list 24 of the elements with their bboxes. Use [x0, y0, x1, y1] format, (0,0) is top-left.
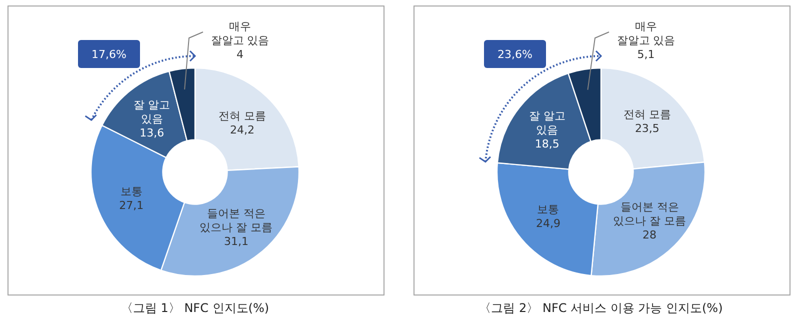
data-label: 13,6	[140, 126, 164, 140]
slice-label: 전혀 모름	[623, 108, 671, 122]
slice-label: 들어본 적은 있으나 잘 모름	[613, 200, 686, 228]
data-label: 24,9	[536, 216, 560, 230]
data-label: 28	[642, 228, 657, 242]
slice-label: 잘 알고 있음	[528, 109, 566, 136]
text: 〈그림 1〉 NFC 인지도(%)	[120, 301, 270, 315]
data-label: 31,1	[224, 234, 248, 248]
slice-label: 잘 알고 있음	[134, 98, 170, 126]
slice-label: 매우 잘알고 있음	[210, 20, 270, 47]
data-label: 27,1	[119, 198, 144, 212]
data-label: 24,2	[230, 123, 255, 136]
slice-label: 매우 잘알고 있음	[616, 20, 676, 47]
slice-label: 보통	[120, 184, 142, 198]
slice-label: 보통	[537, 202, 560, 216]
slice-label: 전혀 모름	[218, 109, 266, 122]
text: 17,6%	[92, 48, 126, 61]
text: 〈그림 2〉 NFC 서비스 이용 가능 인지도(%)	[479, 301, 723, 315]
data-label: 18,5	[534, 137, 560, 150]
data-label: 4	[236, 48, 244, 61]
data-label: 23,5	[634, 122, 660, 136]
slice-label: 들어본 적은 있으나 잘 모름	[200, 206, 273, 234]
data-label: 5,1	[637, 48, 655, 61]
text: 23,6%	[498, 48, 532, 61]
